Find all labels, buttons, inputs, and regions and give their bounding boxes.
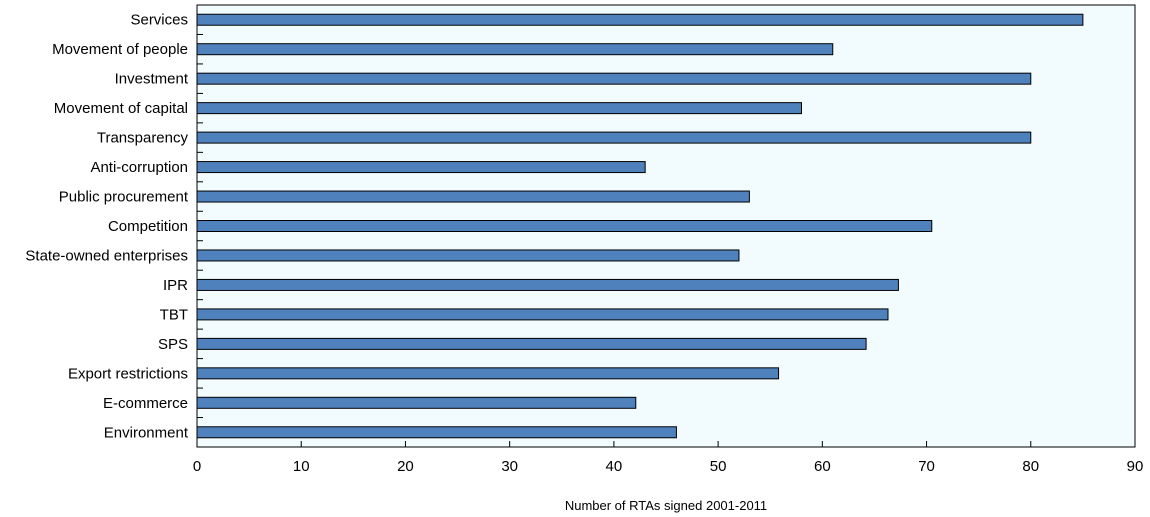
bar bbox=[196, 396, 637, 409]
x-tick-label: 50 bbox=[710, 458, 727, 475]
bar bbox=[196, 337, 867, 350]
x-tick-label: 90 bbox=[1127, 458, 1144, 475]
category-label: E-commerce bbox=[103, 395, 188, 412]
bar bbox=[196, 102, 802, 115]
category-label: Public procurement bbox=[59, 189, 189, 206]
category-label: Transparency bbox=[97, 130, 189, 147]
category-label: TBT bbox=[160, 306, 188, 323]
bar bbox=[196, 249, 740, 262]
x-tick-label: 10 bbox=[293, 458, 310, 475]
x-axis: 0 10 20 30 40 50 60 70 80 90 bbox=[193, 441, 1144, 475]
x-axis-title: Number of RTAs signed 2001-2011 bbox=[565, 498, 767, 513]
bar bbox=[196, 161, 646, 174]
category-label: Movement of people bbox=[52, 41, 188, 58]
bar bbox=[196, 278, 899, 291]
y-axis: Services Movement of people Investment Move… bbox=[25, 4, 203, 448]
bar bbox=[196, 131, 1032, 144]
bars bbox=[196, 13, 1084, 439]
category-label: IPR bbox=[163, 277, 188, 294]
bar bbox=[196, 308, 889, 321]
category-label: Services bbox=[130, 12, 188, 29]
category-label: Competition bbox=[108, 218, 188, 235]
x-tick-label: 80 bbox=[1022, 458, 1039, 475]
category-label: Investment bbox=[115, 71, 189, 88]
bar bbox=[196, 426, 677, 439]
category-label: SPS bbox=[158, 336, 188, 353]
x-tick-label: 40 bbox=[606, 458, 623, 475]
category-label: State-owned enterprises bbox=[25, 247, 188, 264]
bar bbox=[196, 13, 1084, 26]
bar bbox=[196, 367, 780, 380]
x-tick-label: 0 bbox=[193, 458, 201, 475]
bar bbox=[196, 72, 1032, 85]
category-label: Anti-corruption bbox=[90, 159, 188, 176]
bar bbox=[196, 220, 933, 232]
x-tick-label: 60 bbox=[814, 458, 831, 475]
x-tick-label: 30 bbox=[501, 458, 518, 475]
category-label: Environment bbox=[104, 424, 189, 441]
category-label: Export restrictions bbox=[68, 365, 188, 382]
x-tick-label: 20 bbox=[397, 458, 414, 475]
bar bbox=[196, 43, 834, 56]
x-tick-label: 70 bbox=[918, 458, 935, 475]
bar bbox=[196, 190, 750, 203]
category-label: Movement of capital bbox=[54, 100, 188, 117]
